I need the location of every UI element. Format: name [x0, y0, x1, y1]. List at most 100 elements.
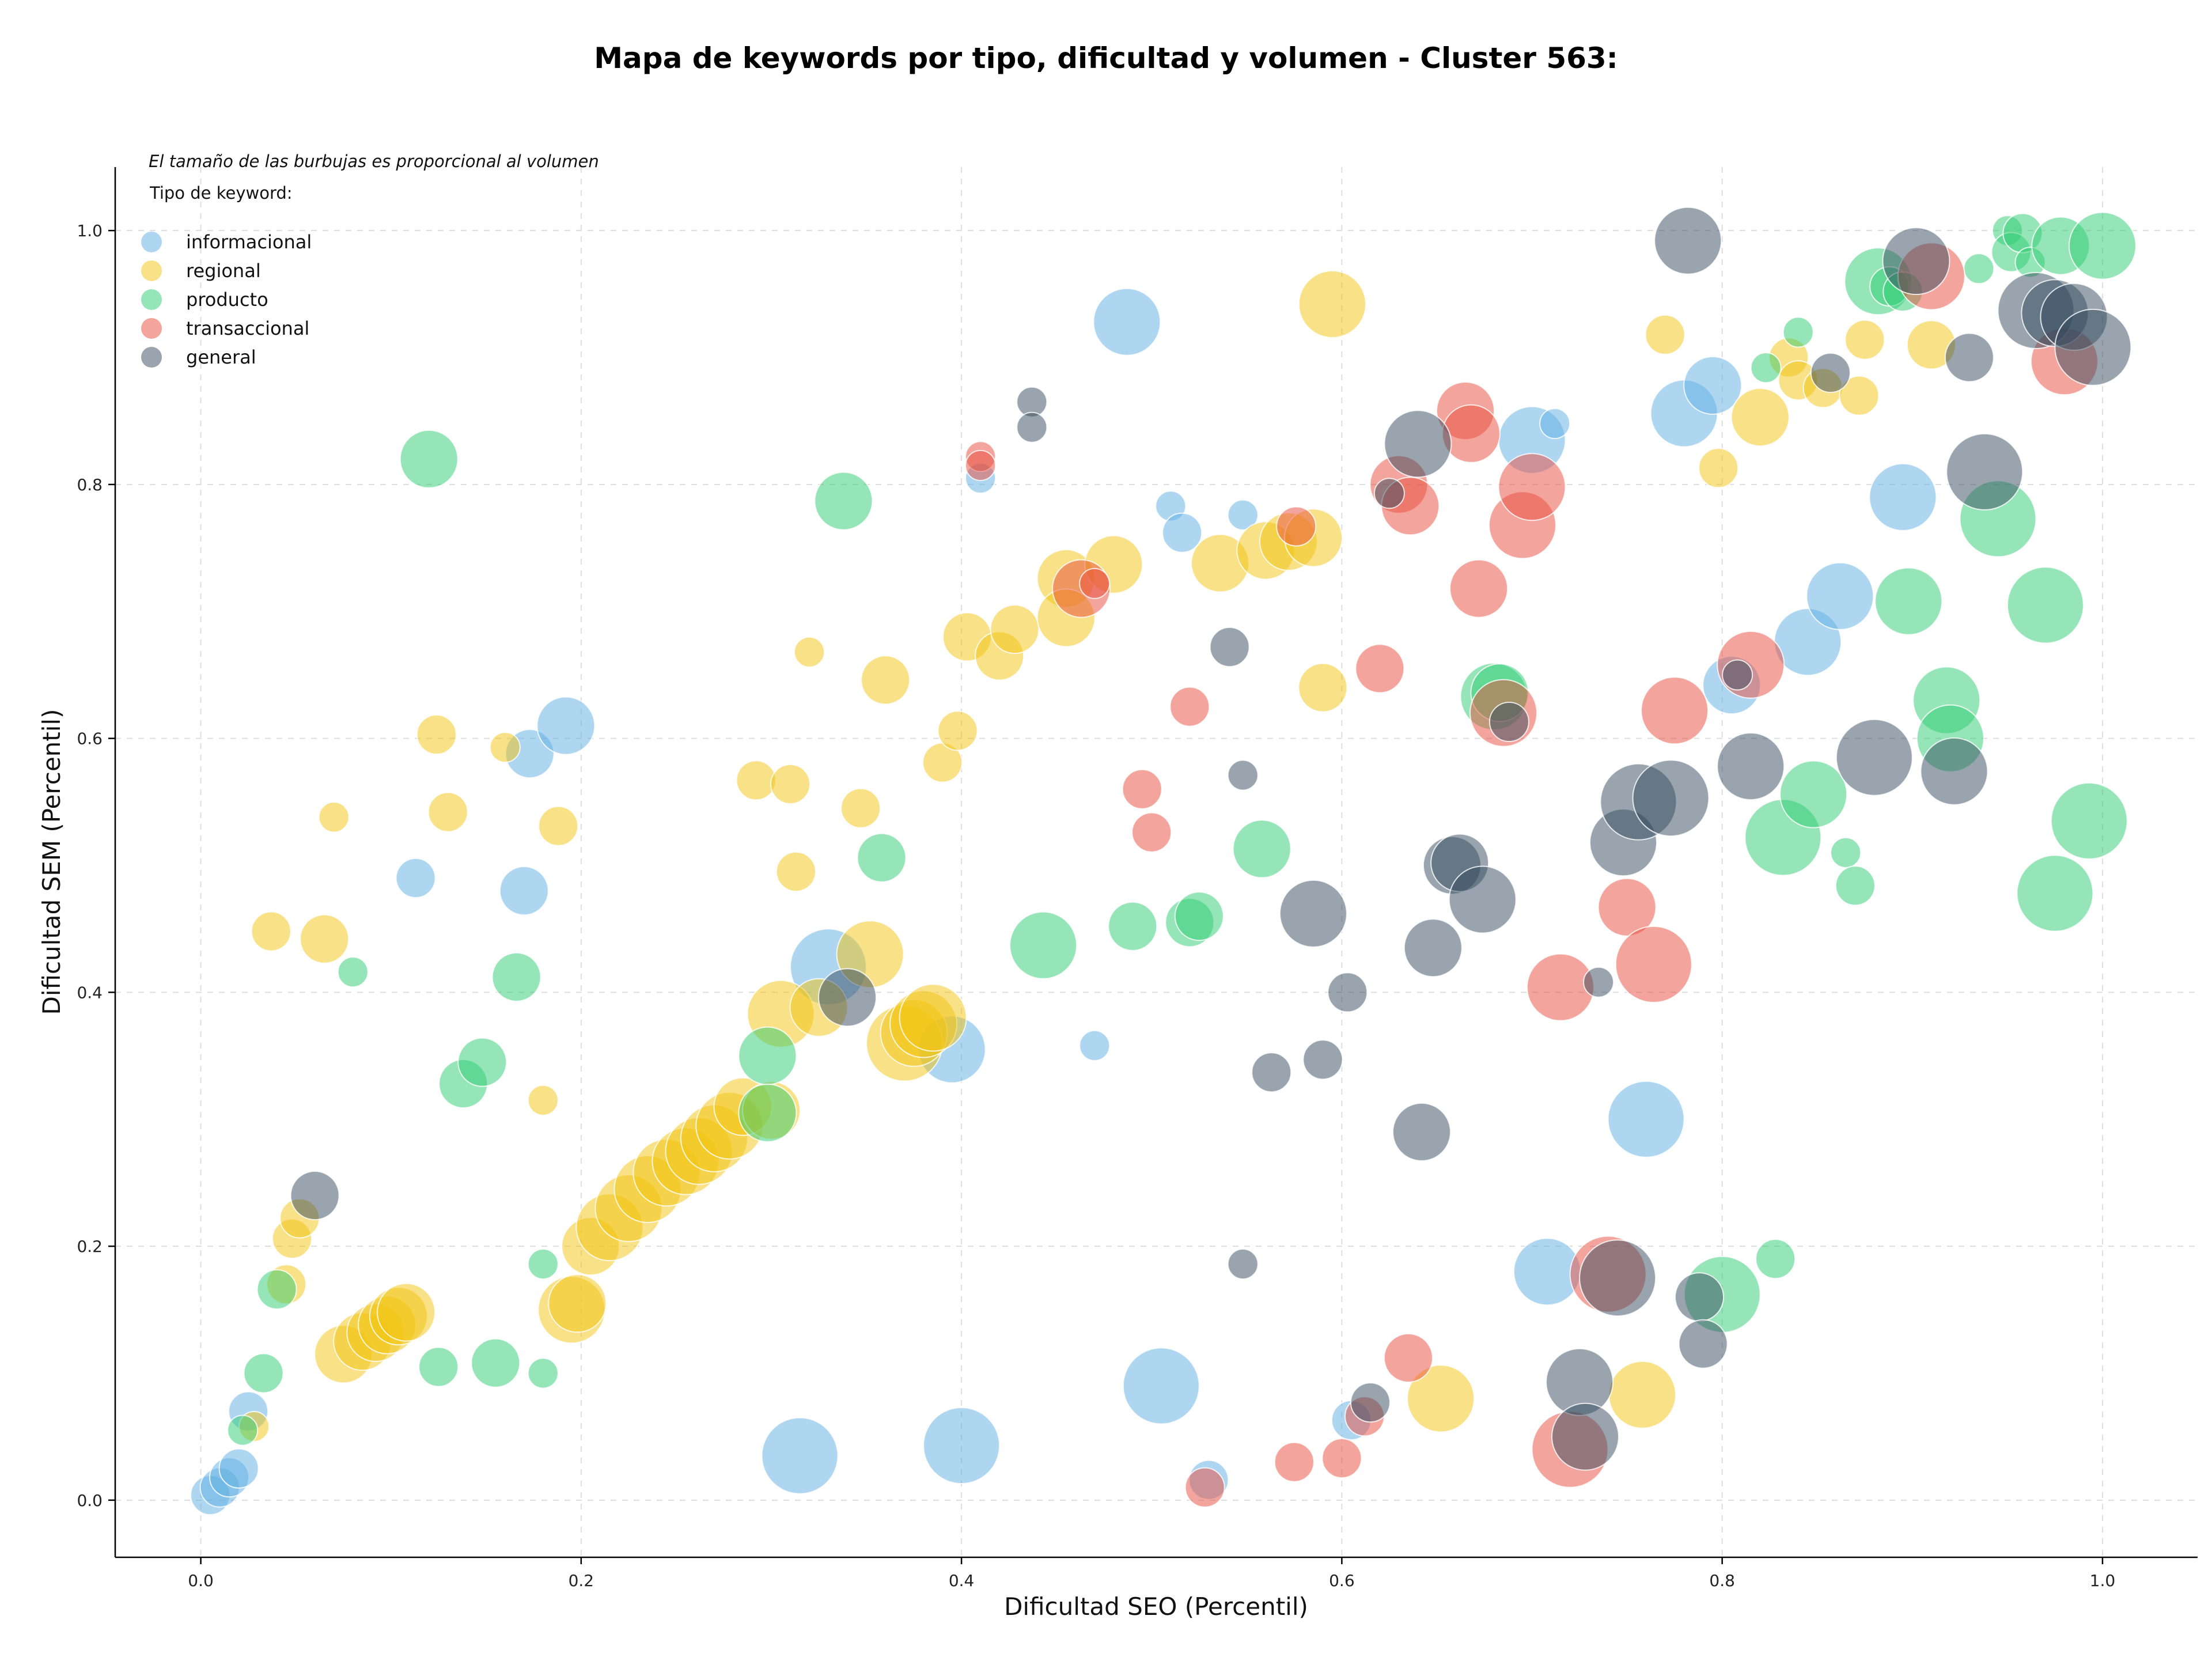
bubble-producto: [1009, 911, 1078, 979]
bubble-general: [1678, 1319, 1728, 1369]
bubble-general: [1551, 1402, 1619, 1471]
x-tick-label: 0.4: [949, 1571, 975, 1590]
bubble-general: [1227, 759, 1259, 791]
bubble-producto: [471, 1338, 521, 1388]
legend-label: informacional: [186, 231, 312, 253]
bubble-regional: [1407, 1364, 1475, 1433]
bubble-producto: [738, 1026, 797, 1085]
bubble-regional: [416, 714, 457, 755]
legend-label: general: [186, 346, 256, 368]
bubble-producto: [2050, 782, 2128, 860]
bubble-general: [1632, 759, 1710, 837]
bubble-producto: [527, 1357, 559, 1389]
legend-title: Tipo de keyword:: [149, 183, 293, 203]
bubble-regional: [1839, 375, 1880, 416]
bubble-informacional: [1607, 1080, 1685, 1158]
y-axis-label: Dificultad SEM (Percentil): [37, 709, 66, 1015]
series-informacional: [190, 287, 1937, 1515]
bubble-informacional: [1122, 1347, 1200, 1425]
bubble-producto: [1779, 760, 1848, 828]
x-tick-label: 0.8: [1709, 1571, 1735, 1590]
bubble-transaccional: [1122, 769, 1162, 809]
bubble-regional: [899, 983, 967, 1052]
legend-marker: [141, 318, 162, 339]
bubble-general: [1227, 1248, 1259, 1280]
y-tick-label: 0.0: [77, 1491, 103, 1510]
bubble-general: [1384, 410, 1452, 478]
bubble-transaccional: [965, 449, 997, 481]
x-tick-label: 0.0: [188, 1571, 214, 1590]
bubble-general: [290, 1171, 340, 1220]
chart-title: Mapa de keywords por tipo, dificultad y …: [594, 41, 1618, 75]
bubble-producto: [1835, 865, 1876, 906]
bubble-producto: [491, 952, 541, 1002]
bubble-regional: [318, 801, 350, 833]
bubble-regional: [736, 760, 777, 801]
bubble-producto: [457, 1037, 507, 1087]
bubble-producto: [1174, 891, 1224, 941]
bubble-transaccional: [1498, 453, 1566, 521]
legend-marker: [141, 347, 162, 368]
bubbles: [190, 206, 2137, 1515]
bubble-general: [1392, 1102, 1451, 1161]
bubble-informacional: [1869, 463, 1937, 531]
bubble-regional: [538, 805, 579, 846]
bubble-informacional: [1162, 512, 1203, 553]
bubble-producto: [527, 1248, 559, 1280]
bubble-producto: [2016, 854, 2094, 932]
bubble-producto: [399, 429, 459, 489]
bubble-regional: [794, 636, 825, 668]
bubble-general: [1579, 1239, 1657, 1317]
bubble-informacional: [1806, 562, 1874, 630]
legend-marker: [141, 232, 162, 252]
bubble-regional: [1730, 388, 1790, 447]
bubble-informacional: [499, 866, 549, 916]
bubble-regional: [861, 655, 911, 705]
bubble-regional: [840, 788, 881, 828]
bubble-general: [2054, 308, 2132, 386]
bubble-general: [1882, 227, 1950, 296]
bubble-producto: [857, 833, 907, 883]
bubble-regional: [1645, 314, 1685, 355]
x-tick-label: 1.0: [2090, 1571, 2116, 1590]
bubble-regional: [1698, 448, 1739, 489]
bubble-regional: [1844, 319, 1885, 360]
bubble-regional: [1298, 270, 1366, 338]
axes: [114, 167, 2198, 1558]
bubble-producto: [738, 1083, 797, 1142]
bubble-general: [1350, 1382, 1391, 1423]
y-tick-label: 0.2: [77, 1237, 103, 1256]
bubble-regional: [427, 792, 468, 833]
bubble-general: [1327, 972, 1368, 1013]
bubble-informacional: [1227, 499, 1259, 531]
y-tick-label: 0.6: [77, 729, 103, 748]
bubble-general: [1302, 1039, 1343, 1080]
y-tick-label: 1.0: [77, 221, 103, 240]
x-tick-label: 0.2: [569, 1571, 594, 1590]
bubble-producto: [2006, 566, 2084, 644]
series-general: [290, 206, 2132, 1471]
bubble-general: [1209, 627, 1250, 667]
bubble-transaccional: [1441, 404, 1501, 463]
bubble-producto: [337, 956, 369, 988]
bubble-transaccional: [1276, 506, 1317, 547]
bubble-regional: [377, 1282, 436, 1342]
series-regional: [238, 270, 1956, 1442]
bubble-regional: [770, 764, 810, 804]
legend-label: regional: [186, 260, 261, 282]
bubble-general: [1488, 702, 1529, 742]
y-tick-label: 0.4: [77, 983, 103, 1002]
x-tick-label: 0.6: [1329, 1571, 1355, 1590]
bubble-general: [1946, 433, 2024, 510]
bubble-regional: [300, 914, 350, 964]
legend: El tamaño de las burbujas es proporciona…: [141, 152, 599, 368]
bubble-informacional: [761, 1417, 839, 1494]
bubble-general: [1448, 865, 1517, 934]
bubble-informacional: [536, 696, 596, 755]
bubble-general: [1279, 879, 1347, 948]
bubble-transaccional: [1169, 686, 1210, 727]
bubble-regional: [251, 911, 291, 952]
legend-item-general: general: [141, 346, 256, 368]
